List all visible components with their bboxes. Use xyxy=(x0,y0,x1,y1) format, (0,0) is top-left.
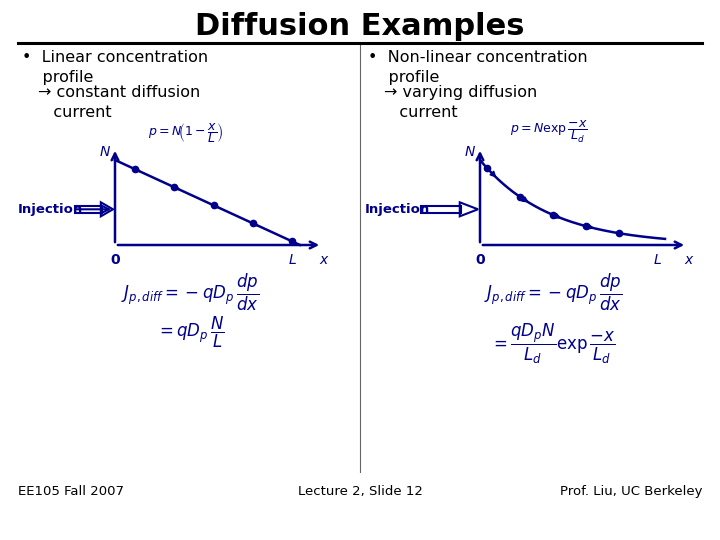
Text: EE105 Fall 2007: EE105 Fall 2007 xyxy=(18,485,124,498)
Text: $x$: $x$ xyxy=(684,253,694,267)
Text: •  Non-linear concentration
    profile: • Non-linear concentration profile xyxy=(368,50,588,85)
Text: Diffusion Examples: Diffusion Examples xyxy=(195,12,525,41)
Text: $L$: $L$ xyxy=(652,253,662,267)
Text: 0: 0 xyxy=(475,253,485,267)
Text: $N$: $N$ xyxy=(464,145,476,159)
Text: •  Linear concentration
    profile: • Linear concentration profile xyxy=(22,50,208,85)
Text: Injection: Injection xyxy=(18,203,84,216)
Text: Injection: Injection xyxy=(365,203,431,216)
Text: Prof. Liu, UC Berkeley: Prof. Liu, UC Berkeley xyxy=(559,485,702,498)
Text: $L$: $L$ xyxy=(287,253,297,267)
Text: 0: 0 xyxy=(110,253,120,267)
Text: Lecture 2, Slide 12: Lecture 2, Slide 12 xyxy=(297,485,423,498)
Text: $J_{p,\mathit{diff}} = -qD_p\,\dfrac{dp}{dx}$: $J_{p,\mathit{diff}} = -qD_p\,\dfrac{dp}… xyxy=(121,272,259,313)
Text: $p = N\!\left(1-\dfrac{x}{L}\right)$: $p = N\!\left(1-\dfrac{x}{L}\right)$ xyxy=(148,121,224,145)
Text: $x$: $x$ xyxy=(319,253,329,267)
Text: $= qD_p\,\dfrac{N}{L}$: $= qD_p\,\dfrac{N}{L}$ xyxy=(156,315,225,350)
Text: $p = N\exp\dfrac{-x}{L_d}$: $p = N\exp\dfrac{-x}{L_d}$ xyxy=(510,119,588,145)
Text: $=\dfrac{qD_p N}{L_d}\exp\dfrac{-x}{L_d}$: $=\dfrac{qD_p N}{L_d}\exp\dfrac{-x}{L_d}… xyxy=(490,322,616,366)
Text: $J_{p,\mathit{diff}} = -qD_p\,\dfrac{dp}{dx}$: $J_{p,\mathit{diff}} = -qD_p\,\dfrac{dp}… xyxy=(484,272,622,313)
Text: → constant diffusion
   current: → constant diffusion current xyxy=(38,85,200,120)
Text: → varying diffusion
   current: → varying diffusion current xyxy=(384,85,537,120)
Text: $N$: $N$ xyxy=(99,145,111,159)
